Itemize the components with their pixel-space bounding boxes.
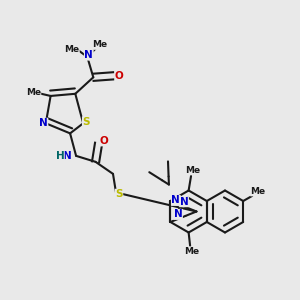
Text: N: N	[63, 151, 72, 161]
Text: Me: Me	[64, 45, 79, 54]
Text: Me: Me	[92, 40, 107, 50]
Text: S: S	[82, 117, 90, 127]
Text: N: N	[172, 195, 180, 206]
Text: Me: Me	[250, 187, 266, 196]
Text: N: N	[84, 50, 93, 60]
Text: S: S	[115, 189, 123, 199]
Text: Me: Me	[185, 166, 200, 175]
Text: N: N	[174, 209, 182, 219]
Text: Me: Me	[26, 88, 41, 98]
Text: N: N	[180, 197, 188, 207]
Text: O: O	[115, 71, 124, 81]
Text: H: H	[56, 152, 64, 161]
Text: O: O	[100, 136, 108, 146]
Text: Me: Me	[184, 247, 199, 256]
Text: N: N	[39, 118, 48, 128]
